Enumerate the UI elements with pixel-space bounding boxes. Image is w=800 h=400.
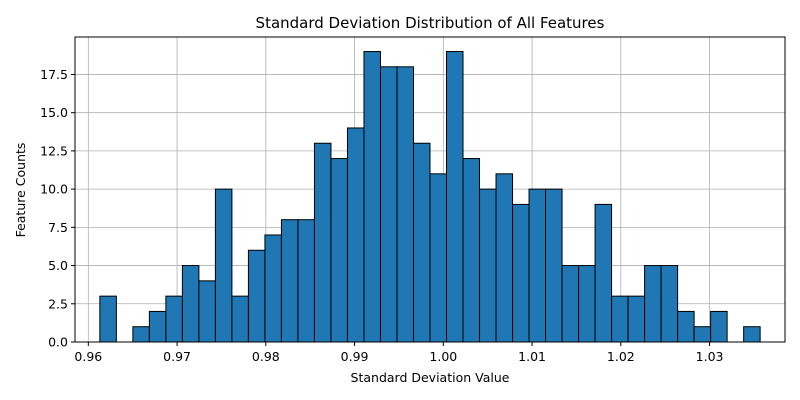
x-tick-label: 1.02 — [607, 349, 635, 364]
y-tick-label: 12.5 — [40, 143, 68, 158]
x-tick-label: 0.99 — [341, 349, 369, 364]
histogram-bar — [264, 234, 282, 343]
histogram-bar — [561, 265, 580, 343]
histogram-bar — [181, 265, 200, 343]
histogram-bar — [231, 295, 249, 343]
histogram-bar — [280, 219, 299, 343]
y-tick-label: 15.0 — [40, 105, 68, 120]
histogram-bar — [462, 158, 481, 343]
y-tick-label: 2.5 — [48, 296, 68, 311]
histogram-bar — [528, 188, 547, 343]
x-tick-label: 0.98 — [252, 349, 280, 364]
histogram-bar — [379, 66, 398, 343]
histogram-bar — [297, 219, 315, 343]
histogram-bar — [693, 326, 712, 343]
histogram-bar — [330, 158, 348, 343]
bars-layer — [99, 51, 761, 343]
plot-frame — [74, 36, 786, 343]
histogram-bar — [512, 203, 530, 343]
histogram-bar — [644, 265, 662, 343]
histogram-bar — [165, 295, 183, 343]
chart-title: Standard Deviation Distribution of All F… — [256, 14, 605, 32]
histogram-bar — [710, 310, 728, 343]
x-tick-label: 1.03 — [696, 349, 724, 364]
histogram-bar — [479, 188, 497, 343]
x-axis-label: Standard Deviation Value — [351, 370, 510, 385]
histogram-bar — [132, 326, 150, 343]
histogram-bar — [247, 249, 266, 343]
histogram-bar — [660, 265, 679, 343]
y-tick-label: 10.0 — [40, 182, 68, 197]
x-tick-label: 0.97 — [163, 349, 191, 364]
histogram-bar — [545, 188, 563, 343]
histogram-bar — [214, 188, 233, 343]
y-tick-label: 7.5 — [48, 220, 68, 235]
x-tick-label: 0.96 — [74, 349, 102, 364]
histogram-bar — [396, 66, 414, 343]
y-tick-label: 0.0 — [48, 335, 68, 350]
x-tick-label: 1.01 — [518, 349, 546, 364]
histogram-bar — [363, 51, 381, 343]
histogram-bar — [198, 280, 216, 343]
histogram-bar — [429, 173, 448, 343]
histogram-bar — [313, 142, 332, 343]
histogram-bar — [594, 203, 613, 343]
histogram-bar — [148, 310, 167, 343]
histogram-bar — [743, 326, 761, 343]
y-tick-label: 17.5 — [40, 67, 68, 82]
histogram-bar — [346, 127, 365, 343]
histogram-bar — [611, 295, 629, 343]
histogram-bar — [677, 310, 695, 343]
axes-layer: 0.96 0.97 0.98 0.99 1.00 1.01 1.02 1.03 0.0 2.5 5.… — [40, 36, 786, 364]
histogram-bar — [495, 173, 514, 343]
histogram-bar — [627, 295, 646, 343]
y-tick-label: 5.0 — [48, 258, 68, 273]
histogram-bar — [578, 265, 596, 343]
histogram-bar — [412, 142, 431, 343]
histogram-bar — [446, 51, 464, 343]
x-tick-label: 1.00 — [429, 349, 457, 364]
y-axis-label: Feature Counts — [13, 143, 28, 238]
histogram-bar — [99, 295, 117, 343]
